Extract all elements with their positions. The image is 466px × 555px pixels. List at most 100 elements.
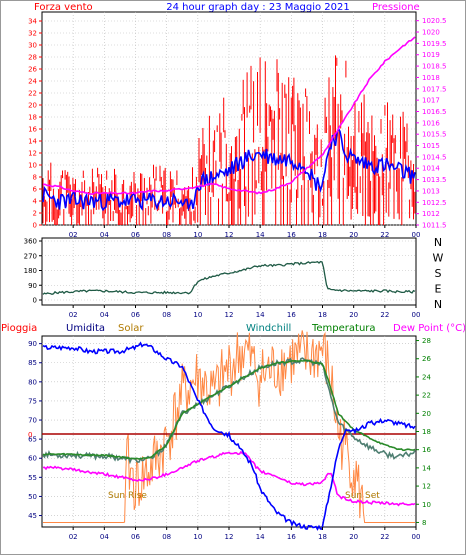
pressure-tick-label: 1014 [422,165,440,173]
humidity-tick-label: 50 [28,493,37,501]
humidity-tick-label: 45 [28,512,37,520]
pioggia-label: Pioggia [1,323,37,334]
x-tick-label: 00 [412,533,421,541]
x-tick-label: 14 [256,231,265,239]
compass-label: W [433,252,444,265]
humidity-y-axis: 90 85 80 75 70 65 60 55 50 45 [28,340,42,520]
wind-tick-label: 24 [28,78,37,86]
x-tick-label: 22 [380,231,389,239]
pressure-tick-label: 1015 [422,142,440,150]
x-tick-label: 22 [380,533,389,541]
x-tick-label: 10 [193,231,202,239]
wind-tick-label: 20 [28,102,37,110]
rain-zero-label: 0 [28,431,32,439]
pressure-tick-label: 1013.5 [422,176,447,184]
direction-tick-label: 360 [24,238,37,246]
wind-tick-label: 16 [28,126,37,134]
solar-line [43,330,415,523]
humidity-tick-label: 75 [28,397,37,405]
dewpoint-label: Dew Point (°C) [393,323,466,334]
wind-tick-label: 26 [28,66,37,74]
humidity-tick-label: 90 [28,340,37,348]
temperature-tick-label: 26 [422,355,431,363]
temperature-tick-label: 14 [422,464,431,472]
wind-tick-label: 18 [28,114,37,122]
temperature-tick-label: 28 [422,337,431,345]
pressure-tick-label: 1011.5 [422,222,447,230]
bottom-gridlines [42,336,416,527]
pressure-y-axis: 1020.5 1020 1019.5 1019 1018.5 1018 1017.5 1017… [416,17,447,230]
wind-tick-label: 10 [28,162,37,170]
wind-tick-label: 32 [28,30,37,38]
x-tick-label: 20 [349,533,358,541]
x-tick-label: 04 [100,311,109,319]
pressure-tick-label: 1017.5 [422,85,447,93]
chart-title: 24 hour graph day : 23 Maggio 2021 [166,2,349,13]
x-tick-label: 20 [349,231,358,239]
x-tick-label: 14 [256,311,265,319]
temperatura-label: Temperatura [311,323,376,334]
pressure-line [42,36,416,195]
x-tick-label: 02 [69,231,78,239]
bottom-series [42,330,416,531]
pressure-tick-label: 1016 [422,119,440,127]
x-tick-label: 02 [69,533,78,541]
pressure-tick-label: 1020 [422,29,440,37]
top-x-axis: 02 04 06 08 10 12 14 16 18 20 22 00 [69,225,421,239]
wind-title: Forza vento [34,2,93,13]
x-tick-label: 18 [318,311,327,319]
mid-series [42,260,416,295]
pressure-tick-label: 1014.5 [422,153,447,161]
pressure-tick-label: 1013 [422,187,440,195]
pressure-title: Pressione [372,2,420,13]
wind-tick-label: 6 [33,186,38,194]
x-tick-label: 08 [162,533,171,541]
wind-tick-label: 14 [28,138,37,146]
pressure-tick-label: 1012 [422,210,440,218]
compass-label: E [435,283,442,296]
temperature-tick-label: 22 [422,392,431,400]
x-tick-label: 06 [131,231,140,239]
pressure-tick-label: 1017 [422,97,440,105]
x-tick-label: 10 [193,533,202,541]
pressure-tick-label: 1012.5 [422,199,447,207]
x-tick-label: 08 [162,231,171,239]
temperature-tick-label: 18 [422,428,431,436]
sunset-label: Sun Set [345,491,380,501]
temperature-y-axis: 28 26 24 22 20 18 16 14 12 10 8 [416,337,431,527]
direction-tick-label: 0 [33,297,37,305]
x-tick-label: 00 [412,311,421,319]
x-tick-label: 12 [225,231,234,239]
wind-tick-label: 22 [28,90,37,98]
x-tick-label: 16 [287,533,296,541]
wind-tick-label: 8 [33,174,37,182]
x-tick-label: 06 [131,311,140,319]
temperature-tick-label: 20 [422,410,431,418]
x-tick-label: 00 [412,231,421,239]
mid-gridlines [42,238,416,305]
humidity-tick-label: 70 [28,417,37,425]
compass-label: N [434,298,442,311]
wind-tick-label: 28 [28,54,37,62]
x-tick-label: 16 [287,231,296,239]
x-tick-label: 14 [256,533,265,541]
humidity-tick-label: 60 [28,455,37,463]
temperature-tick-label: 8 [422,519,426,527]
temperature-tick-label: 16 [422,446,431,454]
bottom-x-axis: 02 04 06 08 10 12 14 16 18 20 22 00 [69,527,421,541]
pressure-tick-label: 1016.5 [422,108,447,116]
compass-label: S [435,267,442,280]
humidity-tick-label: 85 [28,359,37,367]
pressure-tick-label: 1018.5 [422,63,447,71]
humidity-tick-label: 80 [28,378,37,386]
mid-x-axis: 02 04 06 08 10 12 14 16 18 20 22 00 [69,305,421,319]
wind-tick-label: 2 [33,210,37,218]
x-tick-label: 22 [380,311,389,319]
temperature-tick-label: 24 [422,373,431,381]
umidita-label: Umidita [66,323,105,334]
x-tick-label: 04 [100,231,109,239]
dewpoint-line [42,450,416,507]
